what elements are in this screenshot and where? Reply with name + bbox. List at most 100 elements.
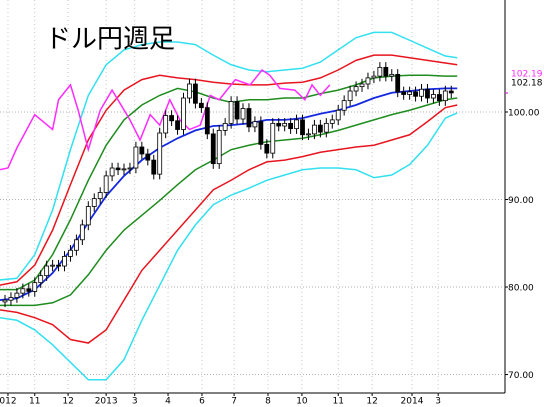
- price-label: 102.18: [511, 78, 543, 88]
- candle-body: [294, 119, 299, 130]
- candle-body: [175, 120, 180, 130]
- candle-body: [258, 121, 264, 145]
- x-tick-label: 3: [435, 397, 441, 407]
- lines: [0, 31, 458, 381]
- candle-body: [323, 122, 329, 133]
- candle-body: [240, 108, 246, 120]
- candle-body: [139, 146, 145, 155]
- candle-body: [62, 255, 67, 267]
- x-tick-label: 8: [265, 397, 271, 407]
- x-tick-label: 7: [231, 397, 237, 407]
- candle-body: [44, 265, 50, 277]
- candle-body: [151, 159, 157, 175]
- y-tick-label: 80.00: [508, 284, 534, 294]
- candle-body: [97, 192, 103, 200]
- candle-body: [389, 73, 395, 77]
- band-line: [0, 112, 458, 381]
- candles: [2, 62, 454, 308]
- candle-body: [121, 168, 127, 171]
- candle-body: [8, 297, 14, 301]
- candle-body: [103, 175, 109, 193]
- candle-body: [282, 122, 288, 127]
- candle-body: [383, 66, 389, 77]
- x-tick-label: 12: [366, 397, 377, 407]
- x-tick-label: 3: [132, 397, 138, 407]
- candle-body: [50, 264, 56, 267]
- candle-body: [68, 249, 73, 257]
- x-tick-label: 10: [296, 397, 308, 407]
- candle-body: [442, 90, 448, 102]
- candle-body: [371, 75, 377, 79]
- candle-body: [413, 91, 418, 97]
- candle-body: [353, 86, 359, 92]
- x-tick-label: 012: [0, 397, 17, 407]
- band-line: [0, 31, 458, 281]
- candle-body: [216, 129, 222, 165]
- candle-body: [193, 83, 198, 104]
- candle-body: [407, 91, 413, 95]
- candle-body: [169, 115, 175, 122]
- candle-body: [377, 66, 383, 77]
- candle-body: [109, 167, 115, 177]
- candle-body: [359, 83, 365, 88]
- candle-body: [234, 101, 240, 120]
- candle-body: [395, 73, 401, 93]
- candle-body: [335, 109, 341, 121]
- candle-body: [74, 239, 79, 251]
- candle-body: [431, 94, 436, 99]
- candle-body: [20, 288, 26, 294]
- x-tick-label: 6: [199, 397, 205, 407]
- candle-body: [198, 102, 204, 109]
- candle-body: [312, 124, 317, 135]
- candle-body: [187, 83, 192, 99]
- grid: [0, 0, 505, 393]
- candle-body: [115, 167, 121, 171]
- price-label: 102.19: [511, 69, 543, 79]
- candle-body: [163, 115, 169, 134]
- y-tick-label: 90.00: [508, 196, 534, 206]
- candle-body: [157, 132, 163, 175]
- candle-body: [145, 153, 151, 161]
- candle-body: [38, 275, 44, 284]
- candle-body: [252, 121, 258, 128]
- candle-body: [222, 122, 228, 131]
- candle-body: [365, 77, 371, 85]
- candle-body: [264, 143, 270, 154]
- x-tick-label: 11: [332, 397, 343, 407]
- candle-body: [288, 122, 294, 130]
- candle-body: [56, 264, 61, 267]
- candle-body: [79, 224, 85, 241]
- candle-body: [2, 299, 8, 303]
- axes: 70.00 80.00 90.00 100.00 012 11 12 2013 3 4 6 7 8 10 1…: [0, 69, 543, 406]
- candle-body: [419, 88, 424, 97]
- candle-body: [448, 90, 454, 94]
- band-line: [0, 97, 458, 307]
- candle-body: [306, 133, 311, 136]
- y-tick-label: 70.00: [508, 371, 534, 381]
- candle-body: [91, 198, 97, 207]
- x-tick-label: 2014: [401, 397, 424, 407]
- candle-body: [401, 91, 407, 95]
- candle-body: [341, 100, 347, 111]
- candle-body: [26, 288, 32, 292]
- x-tick-label: 12: [62, 397, 73, 407]
- candle-body: [347, 90, 353, 102]
- candle-body: [85, 206, 91, 226]
- candle-body: [127, 167, 133, 170]
- chart-title: ドル円週足: [45, 25, 175, 55]
- band-line: [0, 104, 458, 344]
- x-tick-label: 2013: [95, 397, 118, 407]
- candle-body: [181, 97, 186, 130]
- candle-body: [276, 122, 282, 127]
- x-tick-label: 11: [29, 397, 40, 407]
- plot-area: [0, 0, 505, 393]
- lagging-line: [0, 69, 331, 171]
- candle-body: [210, 133, 216, 165]
- y-tick-label: 100.00: [508, 109, 540, 119]
- candle-body: [228, 101, 234, 124]
- candle-body: [329, 119, 335, 124]
- candle-body: [32, 282, 38, 292]
- x-tick-label: 4: [165, 397, 171, 407]
- candle-body: [436, 94, 442, 102]
